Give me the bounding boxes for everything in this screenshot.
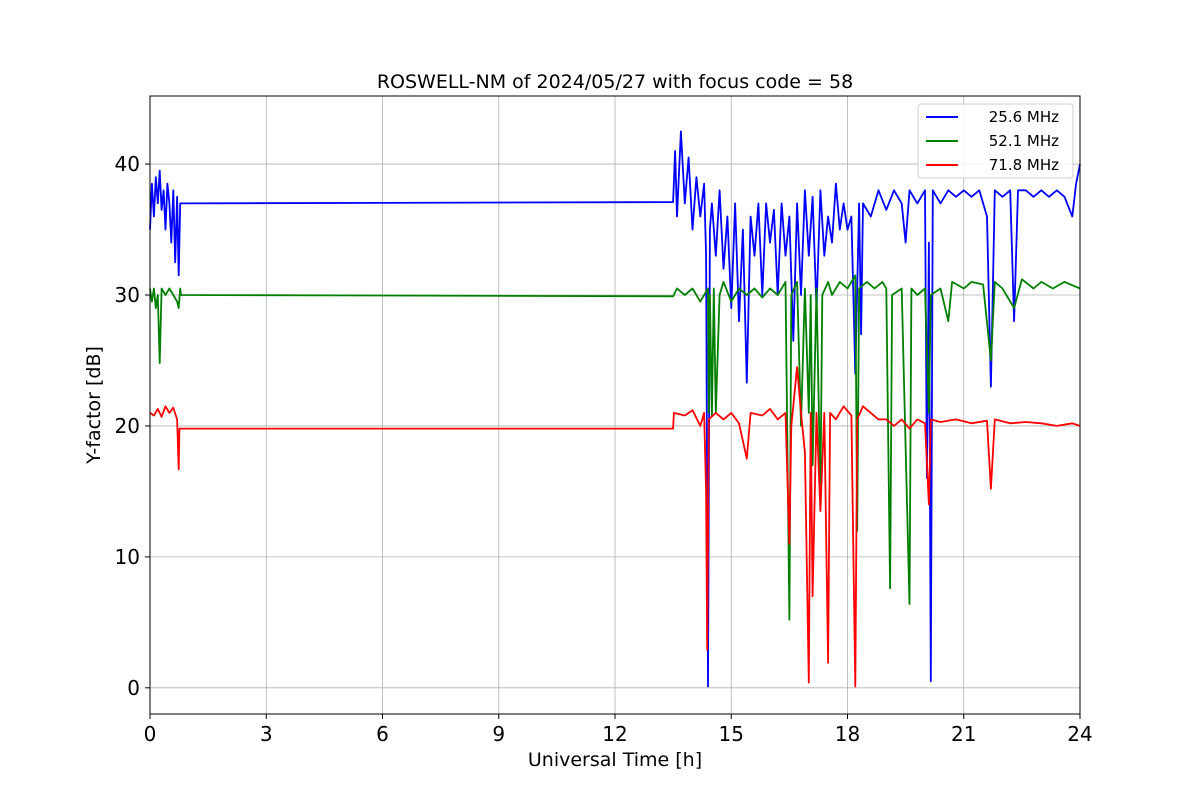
x-tick-label: 0: [144, 722, 157, 746]
legend: 25.6 MHz 52.1 MHz 71.8 MHz: [917, 103, 1074, 179]
y-tick-label: 0: [127, 676, 140, 700]
x-tick-label: 6: [376, 722, 389, 746]
legend-box: [917, 103, 1074, 179]
series-lines: [149, 130, 1081, 688]
grid: [149, 96, 1081, 714]
x-tick-label: 9: [492, 722, 505, 746]
legend-label: 71.8 MHz: [989, 156, 1059, 174]
y-tick-label: 10: [115, 545, 140, 569]
legend-label: 25.6 MHz: [989, 108, 1059, 126]
x-tick-label: 24: [1067, 722, 1092, 746]
x-tick-label: 3: [260, 722, 273, 746]
x-tick-label: 12: [602, 722, 627, 746]
x-axis-label: Universal Time [h]: [528, 749, 702, 771]
y-axis-label: Y-factor [dB]: [83, 346, 105, 465]
x-axis: 0 3 6 9 12 15 18 21 24: [144, 714, 1093, 746]
y-tick-label: 30: [115, 283, 140, 307]
chart-title: ROSWELL-NM of 2024/05/27 with focus code…: [377, 71, 853, 93]
y-tick-label: 40: [115, 152, 140, 176]
x-tick-label: 18: [835, 722, 860, 746]
x-tick-label: 15: [719, 722, 744, 746]
legend-label: 52.1 MHz: [989, 132, 1059, 150]
x-tick-label: 21: [951, 722, 976, 746]
series-line-1: [149, 274, 1081, 621]
y-axis: 0 10 20 30 40: [115, 152, 150, 700]
series-line-2: [149, 366, 1081, 688]
series-line-0: [149, 130, 1081, 688]
y-tick-label: 20: [115, 414, 140, 438]
